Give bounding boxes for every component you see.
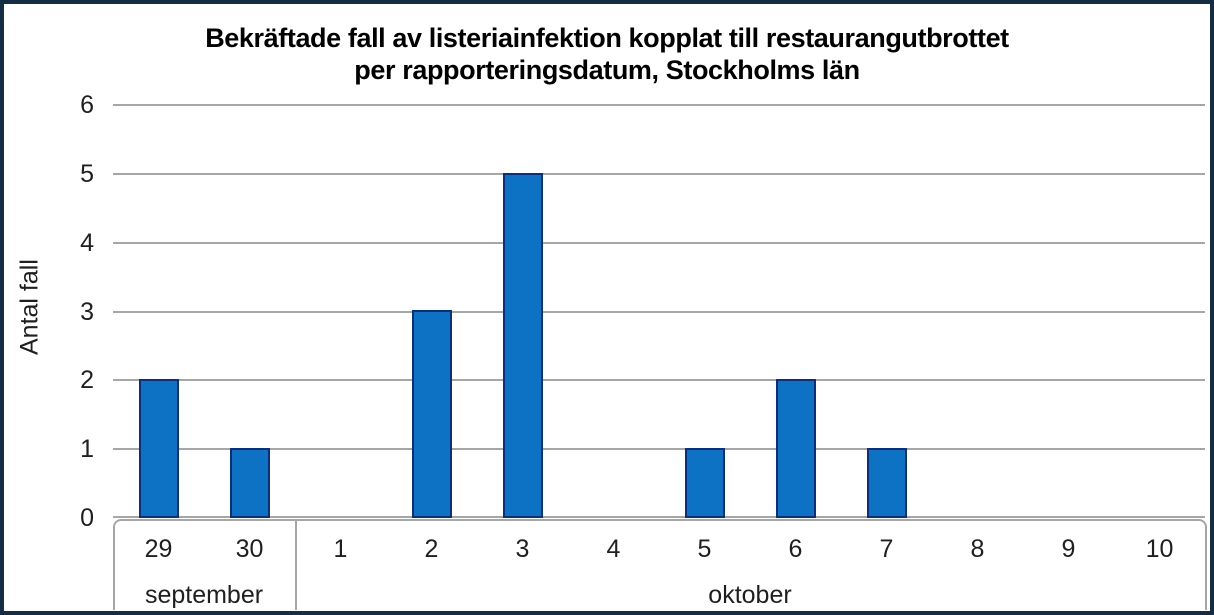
x-tick-label: 1 (333, 535, 348, 563)
x-tick-label: 7 (879, 535, 894, 563)
gridline (113, 311, 1205, 313)
bar (867, 448, 907, 518)
x-tick-label: 5 (697, 535, 712, 563)
plot-area (113, 104, 1205, 518)
chart-title: Bekräftade fall av listeriainfektion kop… (0, 22, 1214, 86)
x-tick-label: 29 (144, 535, 173, 563)
x-tick-label: 3 (515, 535, 530, 563)
x-tick-label: 8 (970, 535, 985, 563)
chart-title-line-1: Bekräftade fall av listeriainfektion kop… (205, 23, 1009, 53)
x-tick-label: 2 (424, 535, 439, 563)
y-tick-label: 0 (80, 504, 94, 532)
gridline (113, 379, 1205, 381)
bar (230, 448, 270, 518)
bar (776, 379, 816, 518)
y-tick-label: 1 (80, 435, 94, 463)
x-axis-group-box (113, 519, 1207, 610)
y-tick-label: 4 (80, 229, 94, 257)
x-tick-label: 9 (1061, 535, 1076, 563)
month-divider (295, 519, 297, 610)
month-label: september (144, 581, 264, 609)
x-tick-label: 4 (606, 535, 621, 563)
x-tick-label: 6 (788, 535, 803, 563)
x-axis-line (113, 516, 1205, 518)
x-tick-label: 30 (235, 535, 264, 563)
bar (503, 173, 543, 518)
bar (685, 448, 725, 518)
gridline (113, 448, 1205, 450)
y-tick-label: 6 (80, 91, 94, 119)
gridline (113, 104, 1205, 106)
bar (412, 310, 452, 518)
y-tick-label: 3 (80, 298, 94, 326)
bar (139, 379, 179, 518)
chart-title-line-2: per rapporteringsdatum, Stockholms län (354, 55, 860, 85)
y-tick-label: 5 (80, 160, 94, 188)
y-tick-label: 2 (80, 366, 94, 394)
x-tick-label: 10 (1145, 535, 1174, 563)
month-label: oktober (708, 581, 792, 609)
gridline (113, 173, 1205, 175)
gridline (113, 242, 1205, 244)
